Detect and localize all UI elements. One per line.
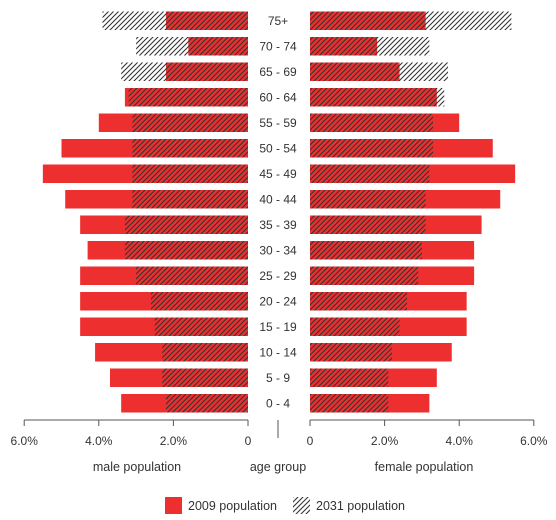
female-bars	[310, 11, 516, 413]
bar-male-2031-7074	[136, 37, 248, 56]
legend-swatch-2009	[165, 497, 182, 514]
bar-male-2031-59	[162, 368, 248, 387]
female-tick-label: 2.0%	[371, 434, 399, 448]
bar-male-2031-5054	[132, 139, 248, 158]
age-label-2024: 20 - 24	[259, 295, 297, 309]
bar-male-2031-3034	[124, 241, 248, 260]
male-axis-title: male population	[93, 460, 181, 474]
male-tick-label: 4.0%	[85, 434, 113, 448]
age-label-1519: 15 - 19	[259, 320, 297, 334]
female-tick-label: 4.0%	[446, 434, 474, 448]
bar-female-2031-75plus	[310, 11, 512, 30]
bar-female-2031-04	[310, 394, 389, 413]
bar-male-2031-3539	[124, 215, 248, 234]
bar-male-2031-4044	[132, 190, 248, 209]
age-label-75plus: 75+	[268, 14, 288, 28]
bar-female-2031-4549	[310, 164, 430, 183]
bar-female-2031-5559	[310, 113, 434, 132]
male-tick-label: 6.0%	[11, 434, 39, 448]
bar-female-2031-5054	[310, 139, 434, 158]
bar-female-2031-59	[310, 368, 389, 387]
bar-male-2031-4549	[132, 164, 248, 183]
male-tick-label: 2.0%	[160, 434, 188, 448]
age-label-7074: 70 - 74	[259, 40, 297, 54]
bar-female-2031-7074	[310, 37, 430, 56]
male-bars	[42, 11, 249, 413]
bar-male-2031-2529	[136, 266, 248, 285]
female-tick-label: 6.0%	[520, 434, 548, 448]
female-axis-title: female population	[375, 460, 474, 474]
bar-female-2031-2529	[310, 266, 419, 285]
bar-female-2031-6569	[310, 62, 449, 81]
tick-labels: 6.0% 4.0% 2.0% 0 0 2.0% 4.0% 6.0%	[11, 434, 548, 448]
legend-label-2009: 2009 population	[188, 499, 277, 513]
bar-male-2031-6064	[128, 88, 248, 107]
bar-male-2031-1519	[154, 317, 248, 336]
bar-male-2031-1014	[162, 343, 248, 362]
bar-male-2031-04	[165, 394, 248, 413]
age-label-1014: 10 - 14	[259, 346, 297, 360]
age-label-5054: 50 - 54	[259, 142, 297, 156]
age-label-04: 0 - 4	[266, 397, 290, 411]
bar-male-2031-75plus	[102, 11, 248, 30]
bar-female-2031-4044	[310, 190, 426, 209]
bar-male-2031-5559	[132, 113, 248, 132]
bar-female-2031-6064	[310, 88, 445, 107]
bar-female-2031-1014	[310, 343, 393, 362]
legend: 2009 population 2031 population	[165, 497, 405, 514]
age-label-4044: 40 - 44	[259, 193, 297, 207]
age-label-6064: 60 - 64	[259, 91, 297, 105]
age-label-59: 5 - 9	[266, 371, 290, 385]
female-tick-label: 0	[307, 434, 314, 448]
bar-female-2031-1519	[310, 317, 400, 336]
legend-swatch-2031	[293, 497, 310, 514]
age-label-2529: 25 - 29	[259, 269, 297, 283]
age-label-3034: 30 - 34	[259, 244, 297, 258]
age-label-6569: 65 - 69	[259, 65, 297, 79]
age-axis-title: age group	[250, 460, 306, 474]
bar-male-2031-6569	[121, 62, 248, 81]
age-group-labels: 0 - 4 5 - 9 10 - 14 15 - 19 20 - 24 25 - 29 30…	[259, 14, 297, 411]
bar-female-2031-3034	[310, 241, 422, 260]
bar-female-2031-2024	[310, 292, 407, 311]
male-tick-label: 0	[245, 434, 252, 448]
bar-male-2031-2024	[151, 292, 248, 311]
age-label-3539: 35 - 39	[259, 218, 297, 232]
axes	[23, 419, 535, 438]
bar-female-2031-3539	[310, 215, 426, 234]
legend-label-2031: 2031 population	[316, 499, 405, 513]
age-label-5559: 55 - 59	[259, 116, 297, 130]
age-label-4549: 45 - 49	[259, 167, 297, 181]
